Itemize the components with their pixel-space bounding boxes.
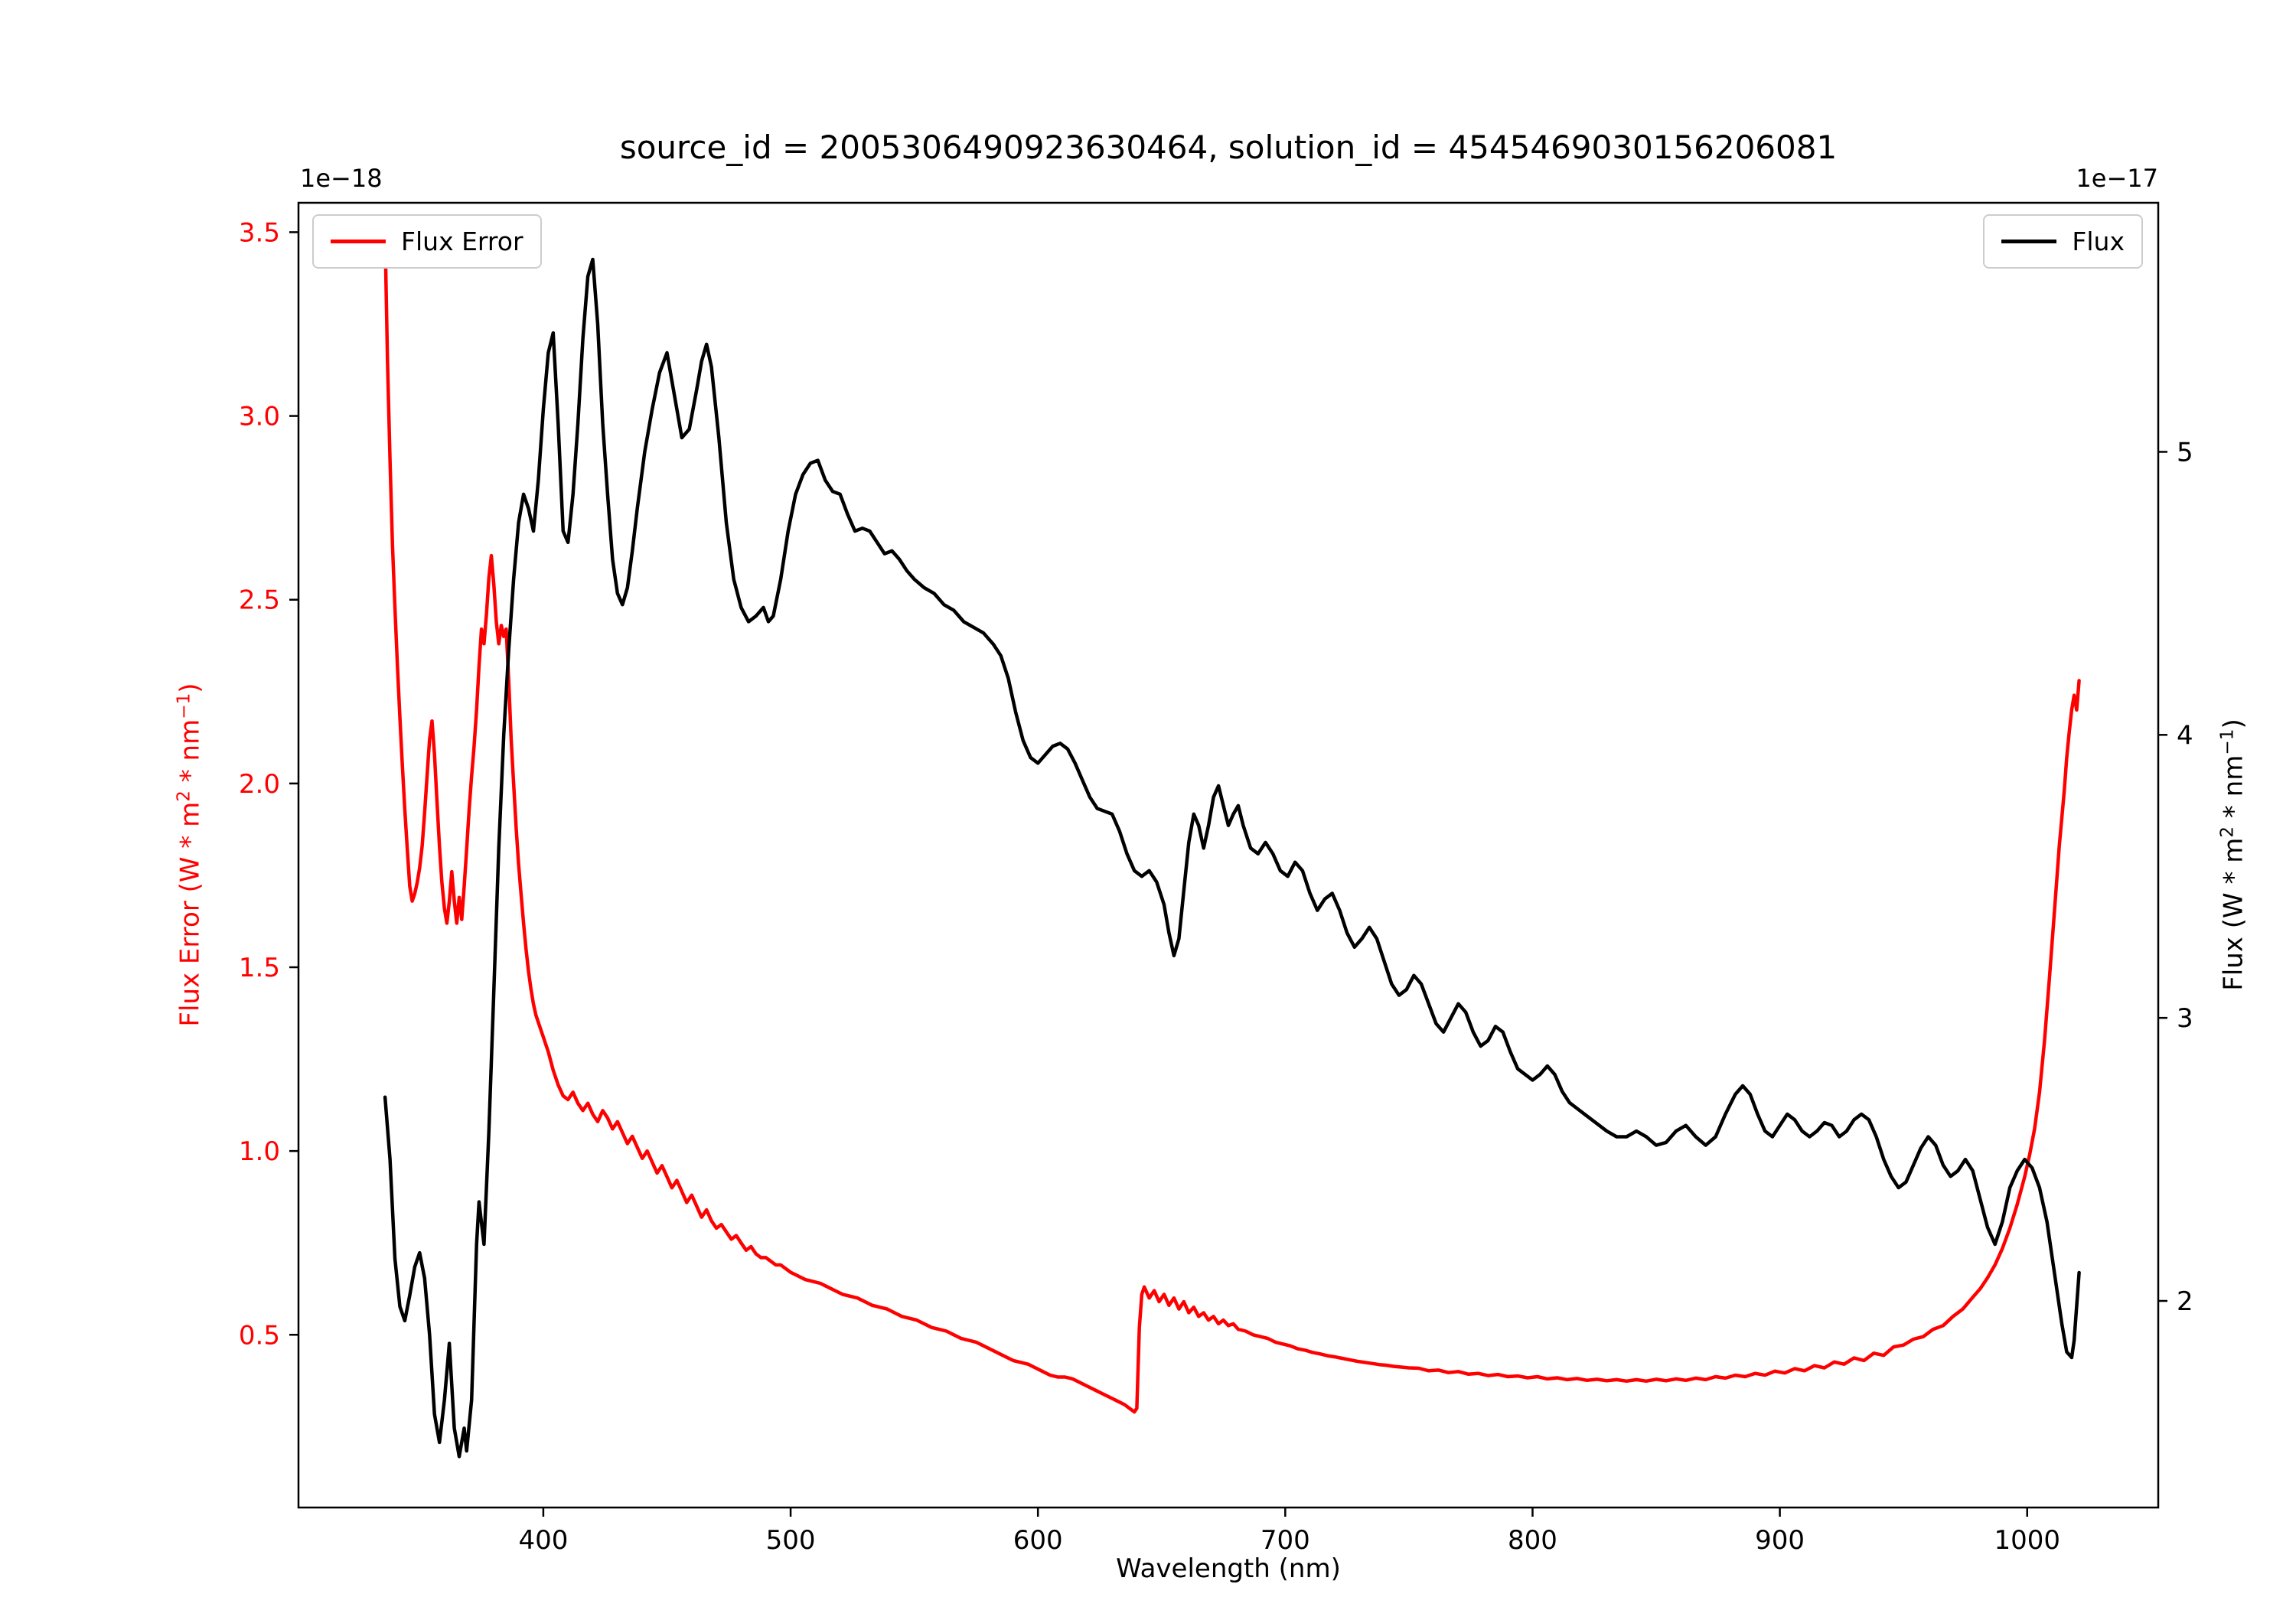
y-axis-label-right: Flux (W * m2 * nm−1) [2217,719,2249,990]
y-axis-label-left-text: Flux Error (W * m [174,801,206,1027]
x-tick-label: 800 [1508,1525,1557,1556]
flux-legend-label: Flux [2072,227,2125,256]
legend-flux: Flux [1983,214,2143,269]
y-axis-label-left: Flux Error (W * m2 * nm−1) [174,683,205,1026]
y-left-tick-label: 3.0 [239,402,280,432]
y-axis-label-left-sup-minus1: −1 [174,693,194,719]
y-right-tick-label: 5 [2177,437,2193,468]
x-tick-label: 900 [1755,1525,1805,1556]
flux-error-legend-line-sample [331,240,386,243]
y-left-tick-label: 1.5 [239,953,280,983]
x-tick-label: 500 [766,1525,816,1556]
y-axis-label-left-sup-2: 2 [174,790,194,802]
chart-title: source_id = 2005306490923630464, solutio… [619,129,1838,166]
y-left-tick-label: 1.0 [239,1136,280,1167]
y-left-tick-label: 2.0 [239,769,280,800]
y-left-tick-label: 0.5 [239,1320,280,1351]
y-axis-label-left-text2: * nm [174,719,206,791]
right-axis-offset-label: 1e−17 [2076,164,2158,193]
y-axis-label-right-sup-2: 2 [2217,826,2238,838]
y-axis-label-right-text3: ) [2218,719,2249,729]
legend-flux-error: Flux Error [312,214,542,269]
y-left-tick-label: 3.5 [239,217,280,248]
y-axis-label-right-text: Flux (W * m [2218,837,2249,991]
flux-legend-line-sample [2001,240,2057,243]
y-axis-label-right-text2: * nm [2218,755,2249,826]
y-right-tick-label: 4 [2177,720,2193,751]
flux-error-legend-label: Flux Error [401,227,523,256]
x-tick-label: 400 [518,1525,568,1556]
y-right-tick-label: 3 [2177,1003,2193,1034]
x-tick-label: 1000 [1994,1525,2060,1556]
x-tick-label: 600 [1013,1525,1063,1556]
axes-spines [297,201,2160,1509]
y-axis-label-left-text3: ) [174,683,206,693]
x-tick-label: 700 [1261,1525,1310,1556]
x-axis-label: Wavelength (nm) [1116,1553,1341,1584]
y-axis-label-right-sup-minus1: −1 [2217,729,2238,755]
left-axis-offset-label: 1e−18 [300,164,383,193]
y-left-tick-label: 2.5 [239,585,280,616]
flux-error-line [383,230,2081,1414]
y-right-tick-label: 2 [2177,1286,2193,1317]
flux-line [383,257,2081,1459]
